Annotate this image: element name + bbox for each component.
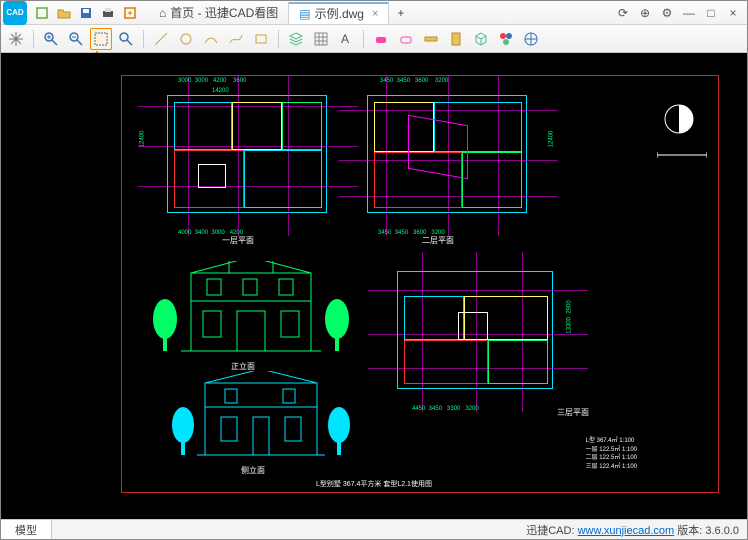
floor-plan-2: 3450 3450 3600 3200 3450 3450 3600 3200 … <box>367 95 527 213</box>
legend-row: 二层 122.5㎡ 1:100 <box>586 454 637 462</box>
export-icon[interactable] <box>121 4 139 22</box>
print-icon[interactable] <box>99 4 117 22</box>
maximize-icon[interactable]: □ <box>703 6 719 20</box>
tab-home-label: 首页 - 迅捷CAD看图 <box>170 4 278 21</box>
open-file-icon[interactable] <box>55 4 73 22</box>
minimize-icon[interactable]: — <box>681 6 697 20</box>
settings-icon[interactable]: ⚙ <box>659 6 675 20</box>
zoom-icon[interactable]: ⊕ <box>637 6 653 20</box>
separator <box>363 30 364 48</box>
status-url-link[interactable]: www.xunjiecad.com <box>578 525 675 537</box>
globe-icon[interactable] <box>520 28 542 50</box>
zoom-extents-icon[interactable] <box>115 28 137 50</box>
separator <box>143 30 144 48</box>
grid-icon[interactable] <box>310 28 332 50</box>
refresh-icon[interactable]: ⟳ <box>615 6 631 20</box>
main-toolbar: A <box>1 25 747 53</box>
elevation-front <box>151 261 351 357</box>
home-icon: ⌂ <box>159 6 166 20</box>
file-toolbar: CAD ⌂ 首页 - 迅捷CAD看图 ▤ 示例.dwg × + ⟳ ⊕ ⚙ — … <box>1 1 747 25</box>
caption-plan1: 一层平面 <box>222 235 254 246</box>
erase-icon[interactable] <box>370 28 392 50</box>
file-icon: ▤ <box>299 7 310 21</box>
tab-new[interactable]: + <box>389 2 412 24</box>
clipboard-icon[interactable] <box>445 28 467 50</box>
undo-erase-icon[interactable] <box>395 28 417 50</box>
add-tab-icon: + <box>397 6 404 20</box>
separator <box>33 30 34 48</box>
tab-home[interactable]: ⌂ 首页 - 迅捷CAD看图 <box>149 2 289 24</box>
measure-icon[interactable] <box>420 28 442 50</box>
legend-row: L型 367.4㎡ 1:100 <box>586 437 637 445</box>
north-scale <box>657 149 707 163</box>
status-brand: 迅捷CAD: <box>526 525 574 537</box>
rect-icon[interactable] <box>250 28 272 50</box>
tab-close-icon[interactable]: × <box>372 8 378 20</box>
separator <box>278 30 279 48</box>
legend-row: 三层 122.4㎡ 1:100 <box>586 463 637 471</box>
line-icon[interactable] <box>150 28 172 50</box>
compass-icon <box>659 99 699 139</box>
bottom-bar: 模型 迅捷CAD: www.xunjiecad.com 版本: 3.6.0.0 <box>1 519 747 539</box>
arc-icon[interactable] <box>200 28 222 50</box>
caption-plan3: 三层平面 <box>557 407 589 418</box>
sheet-title: L型别墅 367.4平方米 套型L2.1使用图 <box>316 479 432 489</box>
circle-icon[interactable] <box>175 28 197 50</box>
tab-file-label: 示例.dwg <box>315 5 364 22</box>
tab-file[interactable]: ▤ 示例.dwg × <box>289 2 389 24</box>
status-version-label: 版本: <box>677 525 702 537</box>
zoom-in-icon[interactable] <box>40 28 62 50</box>
save-icon[interactable] <box>77 4 95 22</box>
app-logo: CAD <box>3 1 27 25</box>
window-controls: ⟳ ⊕ ⚙ — □ × <box>615 6 745 20</box>
status-text: 迅捷CAD: www.xunjiecad.com 版本: 3.6.0.0 <box>526 522 747 538</box>
elevation-side <box>171 371 351 461</box>
new-file-icon[interactable] <box>33 4 51 22</box>
text-icon[interactable]: A <box>335 28 357 50</box>
layers-icon[interactable] <box>285 28 307 50</box>
cad-canvas[interactable]: 3000 3000 4200 3600 14200 12400 4000 340… <box>1 53 747 519</box>
caption-elev2: 侧立面 <box>241 465 265 476</box>
document-tabs: ⌂ 首页 - 迅捷CAD看图 ▤ 示例.dwg × + <box>149 1 412 24</box>
cube-icon[interactable] <box>470 28 492 50</box>
floor-plan-1: 3000 3000 4200 3600 14200 12400 4000 340… <box>167 95 327 213</box>
caption-plan2: 二层平面 <box>422 235 454 246</box>
status-version: 3.6.0.0 <box>705 525 739 537</box>
legend-table: L型 367.4㎡ 1:100 一层 122.5㎡ 1:100 二层 122.5… <box>586 437 637 471</box>
close-icon[interactable]: × <box>725 6 741 20</box>
svg-text:A: A <box>341 32 349 46</box>
spline-icon[interactable] <box>225 28 247 50</box>
pan-icon[interactable] <box>5 28 27 50</box>
floor-plan-3: 4450 3450 3300 3200 13300 2900 <box>397 271 553 389</box>
legend-row: 一层 122.5㎡ 1:100 <box>586 446 637 454</box>
palette-icon[interactable] <box>495 28 517 50</box>
zoom-out-icon[interactable] <box>65 28 87 50</box>
model-tab[interactable]: 模型 <box>1 520 52 539</box>
